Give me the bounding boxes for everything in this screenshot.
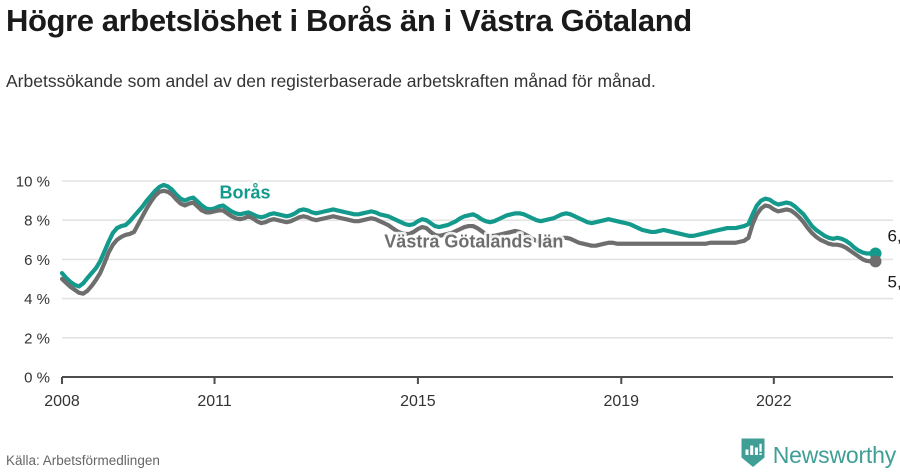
series-line (59, 182, 878, 289)
y-axis-tick-label: 4 % (24, 291, 50, 308)
x-axis: 2008 2011 2015 2019 2022 (44, 376, 893, 410)
x-axis-tick-label: 2008 (44, 393, 80, 410)
x-axis-tick-label: 2019 (603, 393, 639, 410)
series-label-halo: Västra Götalands län (384, 232, 563, 252)
y-axis-labels: 0 % 2 % 4 % 6 % 8 % 10 % (16, 174, 50, 387)
y-axis-tick-label: 10 % (16, 174, 50, 191)
x-axis-tick-label: 2015 (400, 393, 436, 410)
series-label-halo: Borås (220, 183, 271, 203)
series-end-labels: 6,3 % 5,9 % (888, 227, 900, 292)
series-line (59, 188, 878, 296)
series-lines (59, 182, 882, 296)
newsworthy-pin-bars-icon (740, 437, 766, 473)
y-axis-tick-label: 2 % (24, 330, 50, 347)
x-axis-tick-label: 2011 (197, 393, 232, 410)
x-axis-tick-label: 2022 (756, 393, 792, 410)
source-note: Källa: Arbetsförmedlingen (6, 453, 160, 468)
y-axis-tick-label: 0 % (24, 370, 50, 387)
page-subtitle: Arbetssökande som andel av den registerb… (6, 71, 656, 91)
series-end-value-label: 5,9 % (888, 272, 900, 291)
page-title: Högre arbetslöshet i Borås än i Västra G… (6, 3, 692, 38)
chart-container: 0 % 2 % 4 % 6 % 8 % 10 % Borås Borås Västra Göt… (0, 160, 900, 420)
brand-logo: Newsworthy (740, 437, 896, 473)
brand-name: Newsworthy (772, 442, 896, 468)
y-axis-tick-label: 6 % (24, 252, 50, 269)
series-inline-label: Västra Götalands län (384, 232, 563, 252)
series-inline-label: Borås (220, 183, 271, 203)
y-axis-tick-label: 8 % (24, 213, 50, 230)
series-end-value-label: 6,3 % (888, 227, 900, 246)
series-end-marker (869, 255, 882, 268)
